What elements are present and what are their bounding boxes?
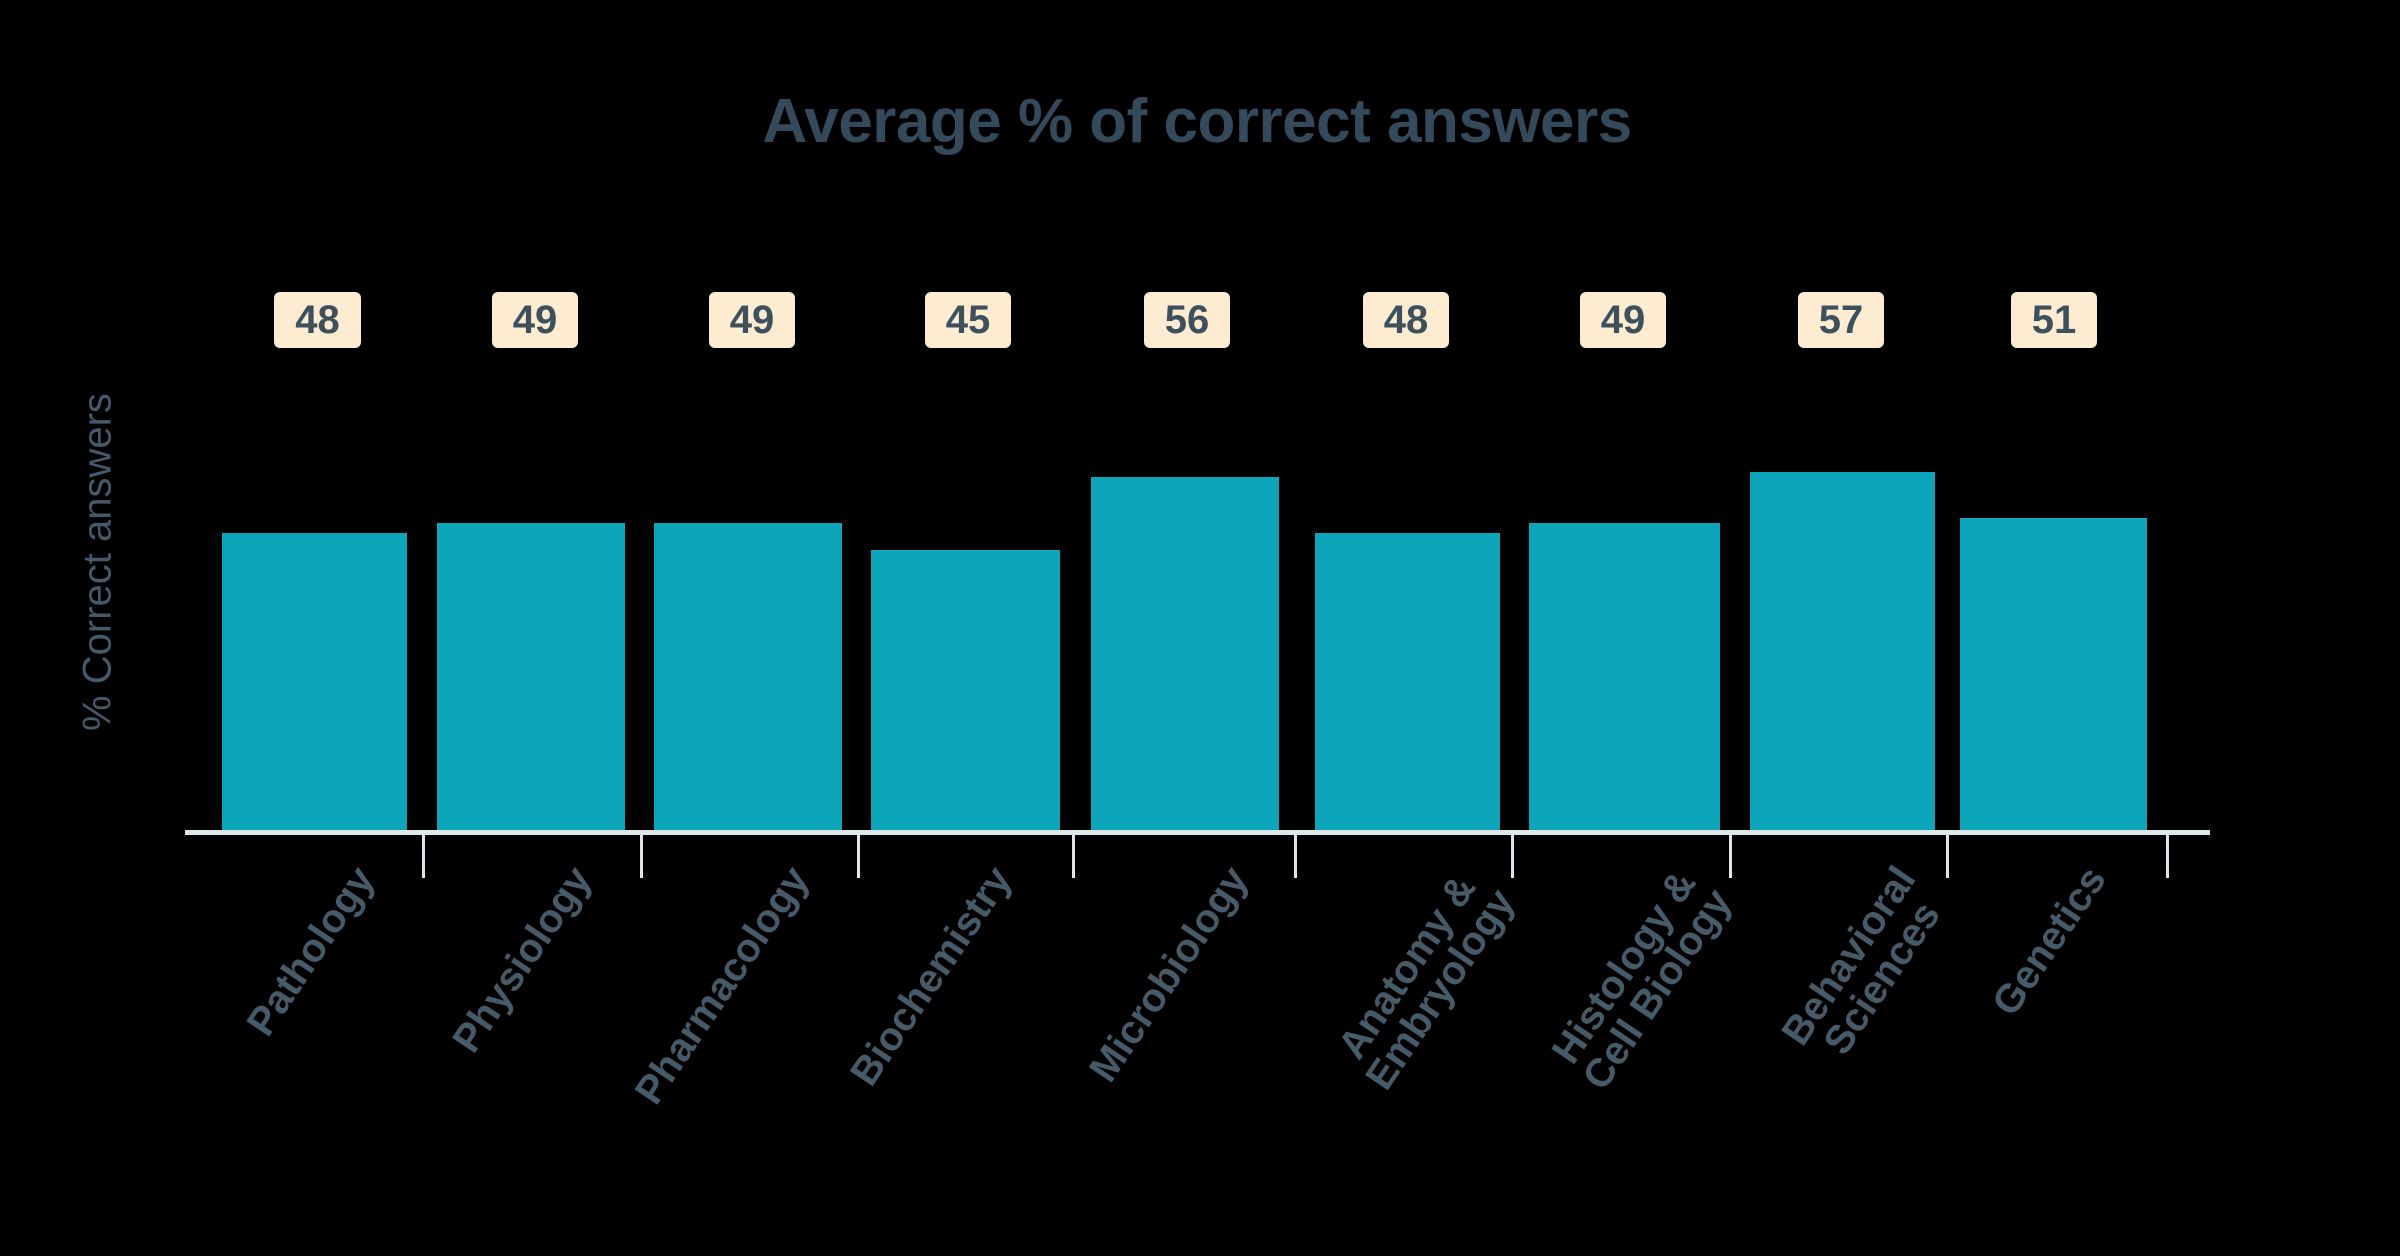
bar-genetics: [1960, 518, 2147, 830]
value-label: 45: [925, 292, 1011, 348]
chart-title-text: Average % of correct answers: [762, 87, 1632, 156]
bar-biochemistry: [871, 550, 1060, 830]
value-label: 49: [709, 292, 795, 348]
x-axis-tick: [1511, 835, 1514, 878]
value-label: 48: [274, 292, 361, 348]
bar-anatomy-embryology: [1315, 533, 1500, 830]
x-tick-label-text: Pathology: [238, 858, 383, 1044]
x-axis-tick: [857, 835, 860, 878]
bar-physiology: [437, 523, 625, 830]
x-axis-tick: [1072, 835, 1075, 878]
bar-behavioral-sciences: [1750, 472, 1935, 830]
x-axis-tick: [1294, 835, 1297, 878]
bar-microbiology: [1091, 477, 1279, 830]
x-tick-label-text: Genetics: [1983, 858, 2115, 1024]
x-tick-label-text: Microbiology: [1081, 858, 1257, 1090]
value-label: 49: [1580, 292, 1666, 348]
x-axis-tick: [1946, 835, 1949, 878]
bar-pathology: [222, 533, 407, 830]
x-tick-label-text: Biochemistry: [841, 858, 1020, 1094]
value-label: 57: [1798, 292, 1884, 348]
value-label: 56: [1144, 292, 1230, 348]
bar-histology-cell-biology: [1529, 523, 1720, 830]
x-axis-tick: [422, 835, 425, 878]
chart-title: Average % of correct answers: [0, 86, 2400, 157]
x-axis-line: [185, 830, 2210, 835]
x-tick-label-text: Physiology: [444, 858, 600, 1061]
x-axis-tick: [640, 835, 643, 878]
value-label: 51: [2011, 292, 2097, 348]
x-tick-label-text: Pharmacology: [627, 858, 818, 1113]
x-axis-tick: [1729, 835, 1732, 878]
value-label: 48: [1363, 292, 1449, 348]
x-axis-tick: [2166, 835, 2169, 878]
value-label: 49: [492, 292, 578, 348]
bar-pharmacology: [654, 523, 842, 830]
